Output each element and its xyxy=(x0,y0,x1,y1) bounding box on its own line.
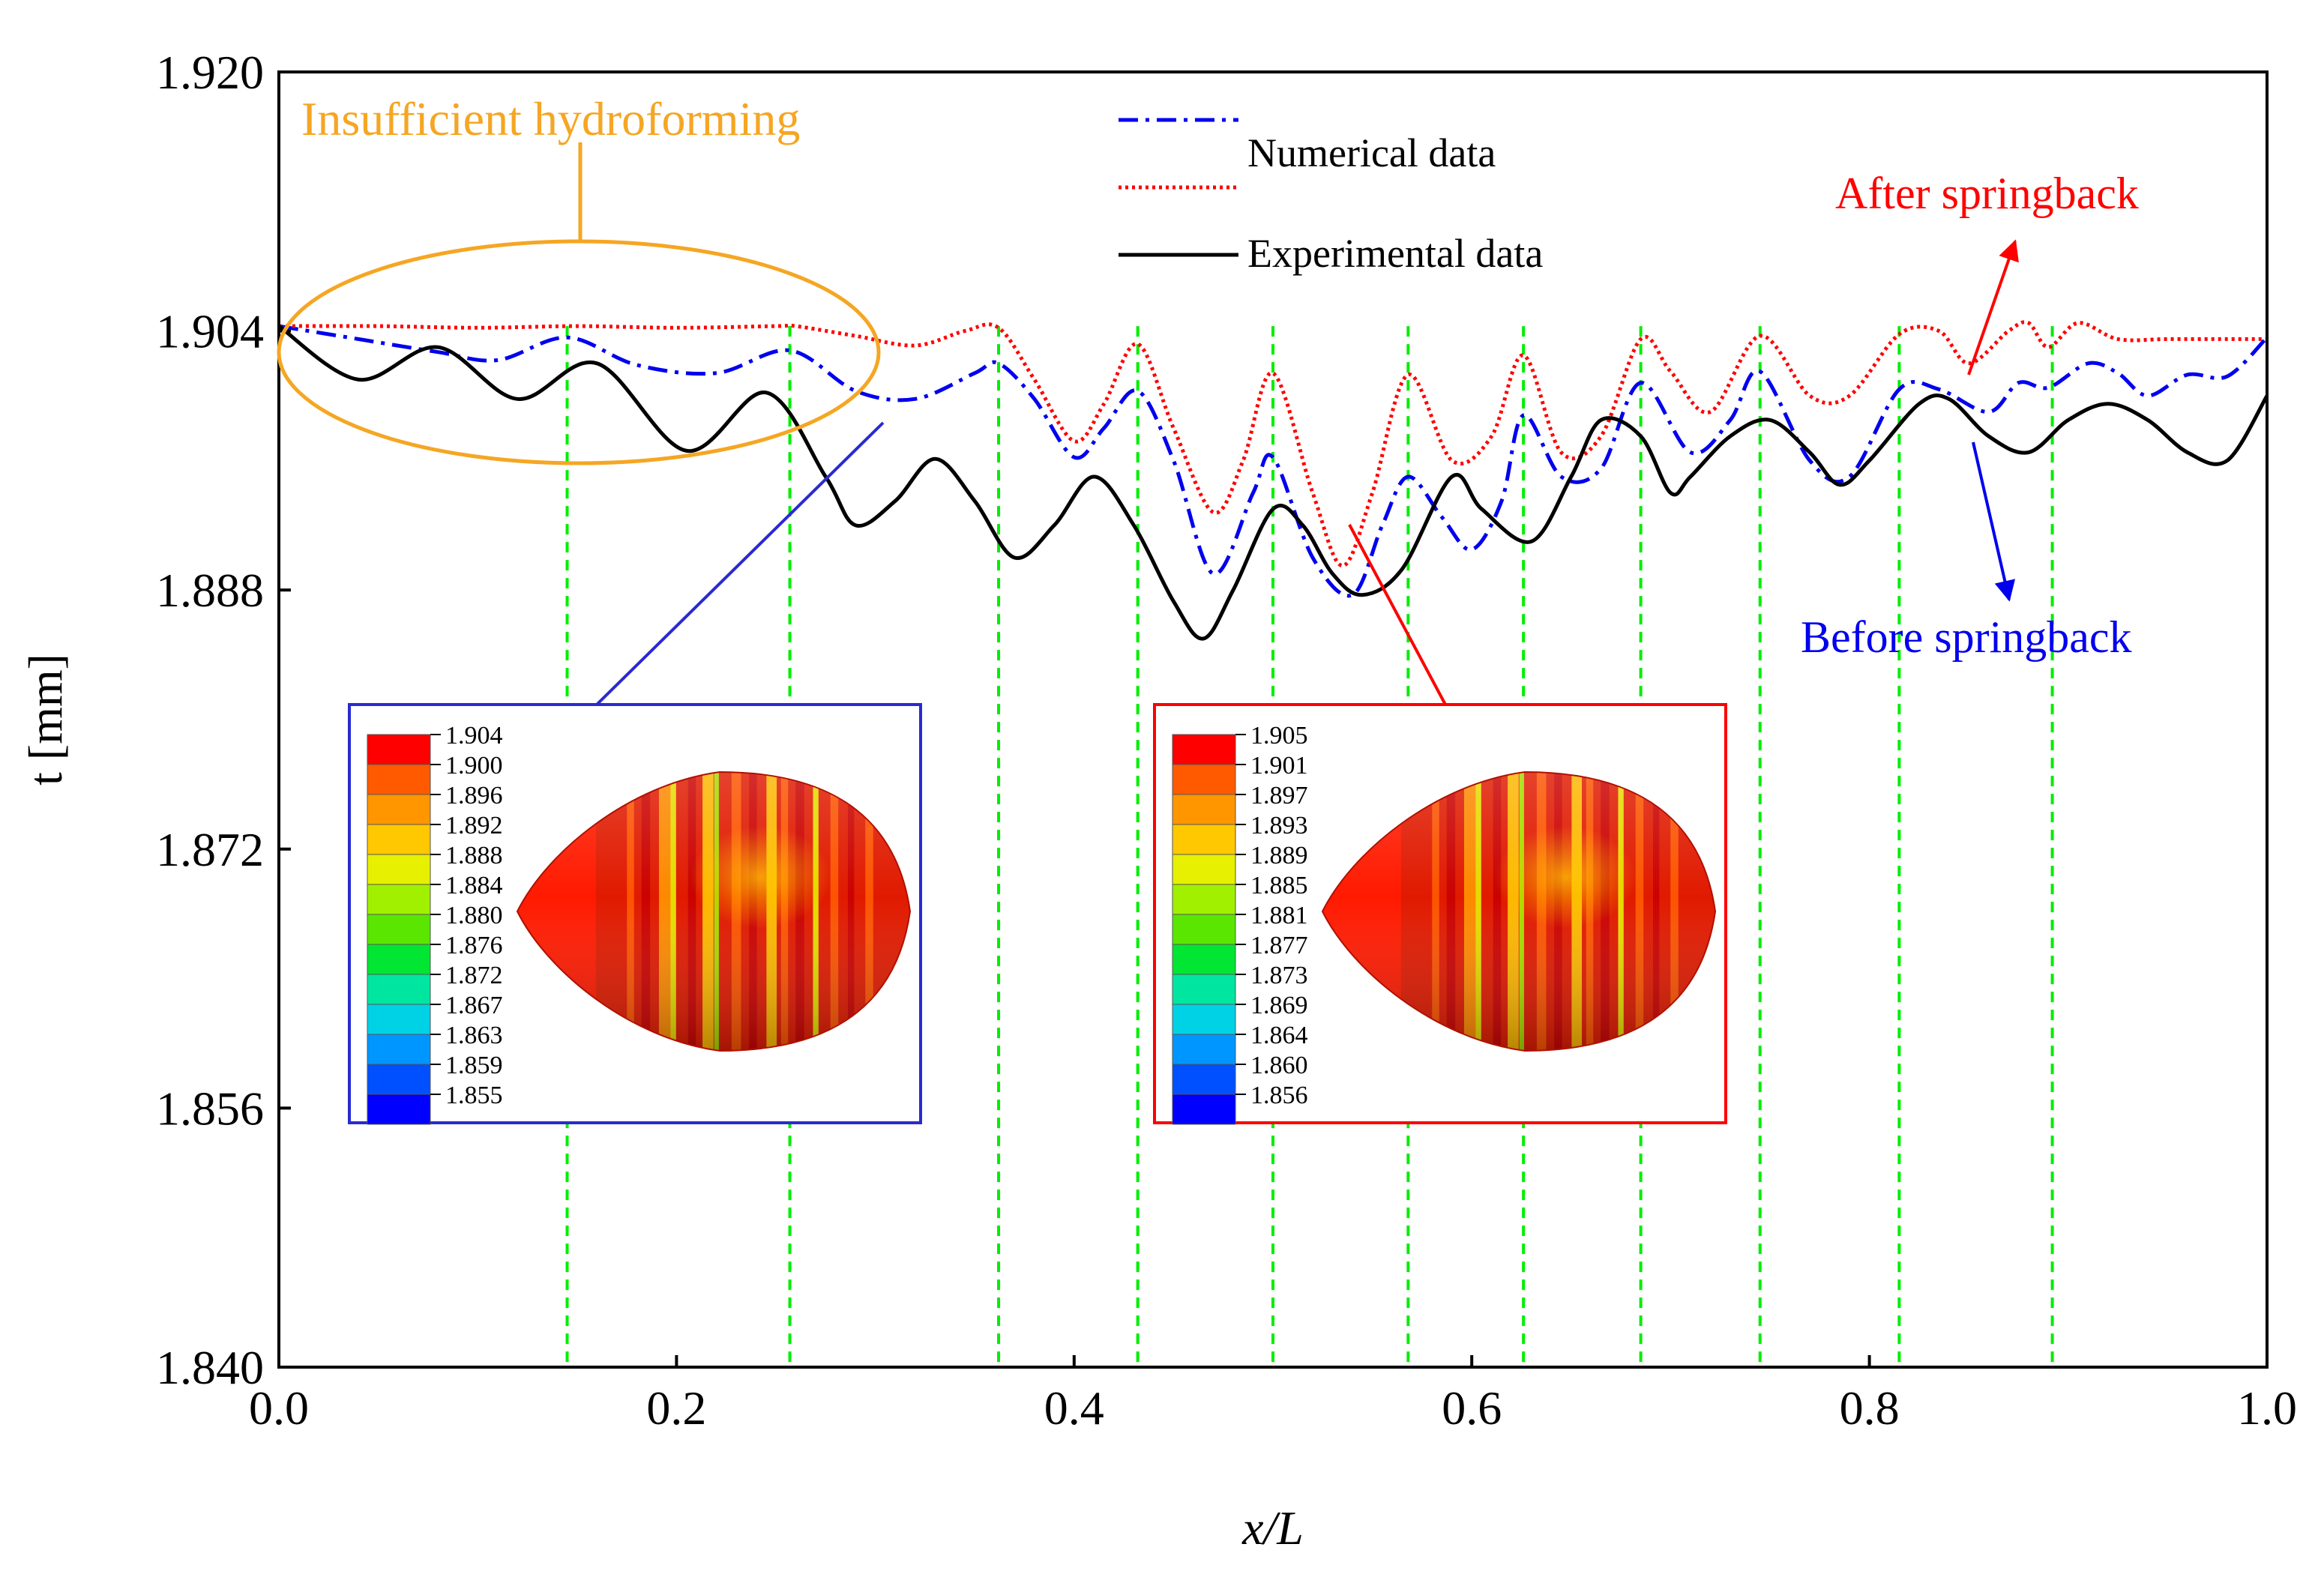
colorbar-level-label: 1.888 xyxy=(445,842,503,869)
colorbar-swatch xyxy=(1172,794,1236,825)
y-tick-label: 1.904 xyxy=(156,305,264,358)
x-tick-label: 0.4 xyxy=(1044,1381,1104,1435)
colorbar-level-label: 1.880 xyxy=(445,902,503,929)
y-axis-label: t [mm] xyxy=(19,654,72,786)
colorbar-level-label: 1.877 xyxy=(1250,932,1308,959)
colorbar-level-label: 1.869 xyxy=(1250,992,1308,1019)
colorbar-level-label: 1.864 xyxy=(1250,1022,1308,1049)
colorbar-level-label: 1.867 xyxy=(445,992,503,1019)
colorbar-level-label: 1.873 xyxy=(1250,962,1308,989)
y-tick-label: 1.840 xyxy=(156,1341,264,1394)
insufficient-hydroforming-label: Insufficient hydroforming xyxy=(301,92,800,145)
x-tick-label: 0.2 xyxy=(646,1381,706,1435)
shell-outline xyxy=(1321,771,1717,1052)
colorbar-level-label: 1.863 xyxy=(445,1022,503,1049)
colorbar-swatch xyxy=(1172,854,1236,885)
colorbar-swatch xyxy=(367,944,431,975)
series-layer xyxy=(279,320,2267,641)
before-springback-arrow xyxy=(1972,441,2016,602)
colorbar-level-label: 1.904 xyxy=(445,722,503,750)
colorbar-level-label: 1.856 xyxy=(1250,1082,1308,1109)
legend-experimental-label: Experimental data xyxy=(1247,231,1543,276)
axis-ticks: 1.840 1.856 1.872 1.888 1.904 1.920 0.0 0.2 0.4 0… xyxy=(156,46,2297,1435)
colorbar-swatch xyxy=(1172,734,1236,765)
colorbar-swatch xyxy=(367,914,431,945)
colorbar-level-label: 1.889 xyxy=(1250,842,1308,869)
x-tick-label: 0.6 xyxy=(1442,1381,1502,1435)
y-tick-label: 1.888 xyxy=(156,564,264,617)
after-springback-arrow xyxy=(1967,239,2019,376)
colorbar-swatch xyxy=(367,824,431,855)
colorbar-swatch xyxy=(1172,1004,1236,1035)
colorbar-swatch xyxy=(1172,974,1236,1005)
colorbar-swatch xyxy=(1172,1094,1236,1125)
colorbar-swatch xyxy=(367,764,431,795)
colorbar-level-label: 1.905 xyxy=(1250,722,1308,750)
x-tick-label: 1.0 xyxy=(2237,1381,2297,1435)
after-springback-label: After springback xyxy=(1835,169,2139,218)
colorbar-level-label: 1.881 xyxy=(1250,902,1308,929)
colorbar-level-label: 1.901 xyxy=(1250,752,1308,780)
colorbar-swatch xyxy=(367,734,431,765)
x-tick-label: 0.8 xyxy=(1840,1381,1900,1435)
colorbar-swatch xyxy=(1172,824,1236,855)
colorbar-level-label: 1.876 xyxy=(445,932,503,959)
series-numerical-after xyxy=(279,320,2267,568)
annotations: Insufficient hydroforming After springba… xyxy=(277,92,2139,706)
colorbar-level-label: 1.884 xyxy=(445,872,503,899)
shell-outline xyxy=(516,771,912,1052)
colorbar-swatch xyxy=(367,1004,431,1035)
y-tick-label: 1.856 xyxy=(156,1082,264,1135)
colorbar-level-label: 1.885 xyxy=(1250,872,1308,899)
series-numerical-before xyxy=(279,324,2267,598)
colorbar-swatch xyxy=(367,884,431,915)
y-tick-label: 1.920 xyxy=(156,46,264,99)
series-experimental xyxy=(279,325,2267,641)
y-tick-label: 1.872 xyxy=(156,823,264,876)
colorbar-swatch xyxy=(367,1064,431,1095)
legend-numerical-label: Numerical data xyxy=(1247,130,1496,175)
colorbar-swatch xyxy=(367,1094,431,1125)
before-springback-label: Before springback xyxy=(1801,612,2132,662)
x-tick-label: 0.0 xyxy=(249,1381,309,1435)
colorbar-level-label: 1.855 xyxy=(445,1082,503,1109)
before-inset-connector xyxy=(595,421,885,706)
colorbar-level-label: 1.896 xyxy=(445,782,503,809)
colorbar-swatch xyxy=(1172,764,1236,795)
colorbar-level-label: 1.859 xyxy=(445,1052,503,1079)
colorbar-swatch xyxy=(1172,944,1236,975)
colorbar-swatch xyxy=(367,854,431,885)
legend: Numerical data Experimental data xyxy=(1119,118,1543,276)
colorbar-level-label: 1.892 xyxy=(445,812,503,839)
colorbar-swatch xyxy=(367,794,431,825)
vertical-guides xyxy=(565,326,2054,1367)
colorbar-level-label: 1.860 xyxy=(1250,1052,1308,1079)
colorbar-level-label: 1.900 xyxy=(445,752,503,780)
colorbar-swatch xyxy=(1172,914,1236,945)
after-inset-connector xyxy=(1348,524,1447,705)
colorbar-level-label: 1.893 xyxy=(1250,812,1308,839)
colorbar-level-label: 1.897 xyxy=(1250,782,1308,809)
colorbar-level-label: 1.872 xyxy=(445,962,503,989)
colorbar-swatch xyxy=(367,1034,431,1065)
colorbar-swatch xyxy=(367,974,431,1005)
colorbar-swatch xyxy=(1172,1064,1236,1095)
colorbar-swatch xyxy=(1172,884,1236,915)
x-axis-label: x/L xyxy=(1241,1501,1304,1555)
plot-frame xyxy=(277,70,2269,1369)
colorbar-swatch xyxy=(1172,1034,1236,1065)
